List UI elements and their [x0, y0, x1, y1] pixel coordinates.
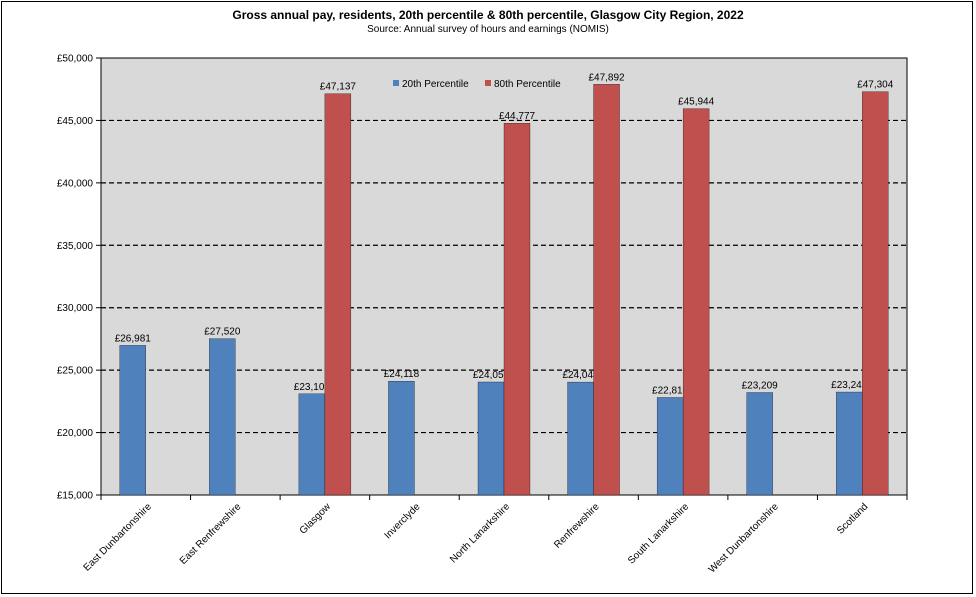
bar-p80	[324, 93, 352, 496]
chart-title: Gross annual pay, residents, 20th percen…	[232, 8, 744, 22]
data-label: £27,520	[204, 327, 241, 338]
bar-p20	[388, 381, 415, 496]
x-tick-label: Glasgow	[298, 501, 334, 537]
data-label: £26,981	[115, 333, 152, 344]
x-axis: East Dunbartonshire East Renfrewshire Glas…	[82, 495, 908, 575]
data-label: £47,304	[857, 80, 894, 91]
y-tick-label: £40,000	[57, 178, 94, 189]
y-tick-label: £30,000	[57, 303, 94, 314]
data-label: £47,137	[320, 82, 357, 93]
legend-label-p20: 20th Percentile	[402, 79, 469, 90]
legend: 20th Percentile 80th Percentile	[393, 79, 561, 90]
bar-p80	[503, 123, 531, 496]
data-label: £45,944	[678, 97, 715, 108]
y-tick-label: £35,000	[57, 241, 94, 252]
bar-p80	[862, 91, 889, 496]
bar-p20	[477, 381, 505, 496]
y-tick-label: £45,000	[57, 116, 94, 127]
y-tick-label: £50,000	[57, 54, 94, 65]
x-tick-label: East Renfrewshire	[178, 501, 244, 567]
y-tick-label: £25,000	[57, 366, 94, 377]
bar-p20	[119, 345, 146, 496]
bar-p20	[567, 381, 594, 496]
x-tick-label: Renfrewshire	[552, 501, 602, 551]
data-label: £23,209	[742, 381, 779, 392]
x-tick-label: South Lanarkshire	[626, 501, 691, 566]
data-label: £24,118	[384, 369, 420, 380]
x-tick-label: Scotland	[835, 501, 870, 536]
data-label: £47,892	[588, 72, 625, 83]
legend-swatch-p80	[485, 80, 491, 86]
y-tick-label: £20,000	[57, 428, 94, 439]
x-tick-label: East Dunbartonshire	[82, 501, 155, 574]
data-label: £44,777	[499, 111, 536, 122]
bar-p20	[209, 338, 236, 496]
bars-group: £26,981 £27,520 £23,102 £47,137 £24,118 £24,0…	[115, 72, 894, 496]
bar-p20	[298, 393, 326, 496]
legend-label-p80: 80th Percentile	[494, 79, 561, 90]
data-label: £24,044	[562, 370, 599, 381]
x-tick-label: North Lanarkshire	[448, 501, 512, 565]
data-label: £23,102	[294, 382, 331, 393]
bar-p20	[746, 392, 773, 496]
x-tick-label: Inverclyde	[383, 501, 423, 541]
y-tick-label: £15,000	[57, 491, 94, 502]
x-tick-label: West Dunbartonshire	[707, 501, 781, 575]
bar-p80	[682, 108, 710, 496]
data-label: £23,247	[831, 380, 868, 391]
chart-subtitle: Source: Annual survey of hours and earni…	[367, 24, 609, 35]
bar-p20	[836, 391, 863, 496]
bar-p20	[656, 397, 684, 496]
data-label: £24,051	[473, 370, 510, 381]
y-axis: £15,000 £20,000 £25,000 £30,000 £35,000 £40,0…	[57, 54, 101, 502]
legend-swatch-p20	[393, 80, 399, 86]
data-label: £22,810	[652, 385, 689, 396]
bar-p80	[593, 84, 620, 496]
